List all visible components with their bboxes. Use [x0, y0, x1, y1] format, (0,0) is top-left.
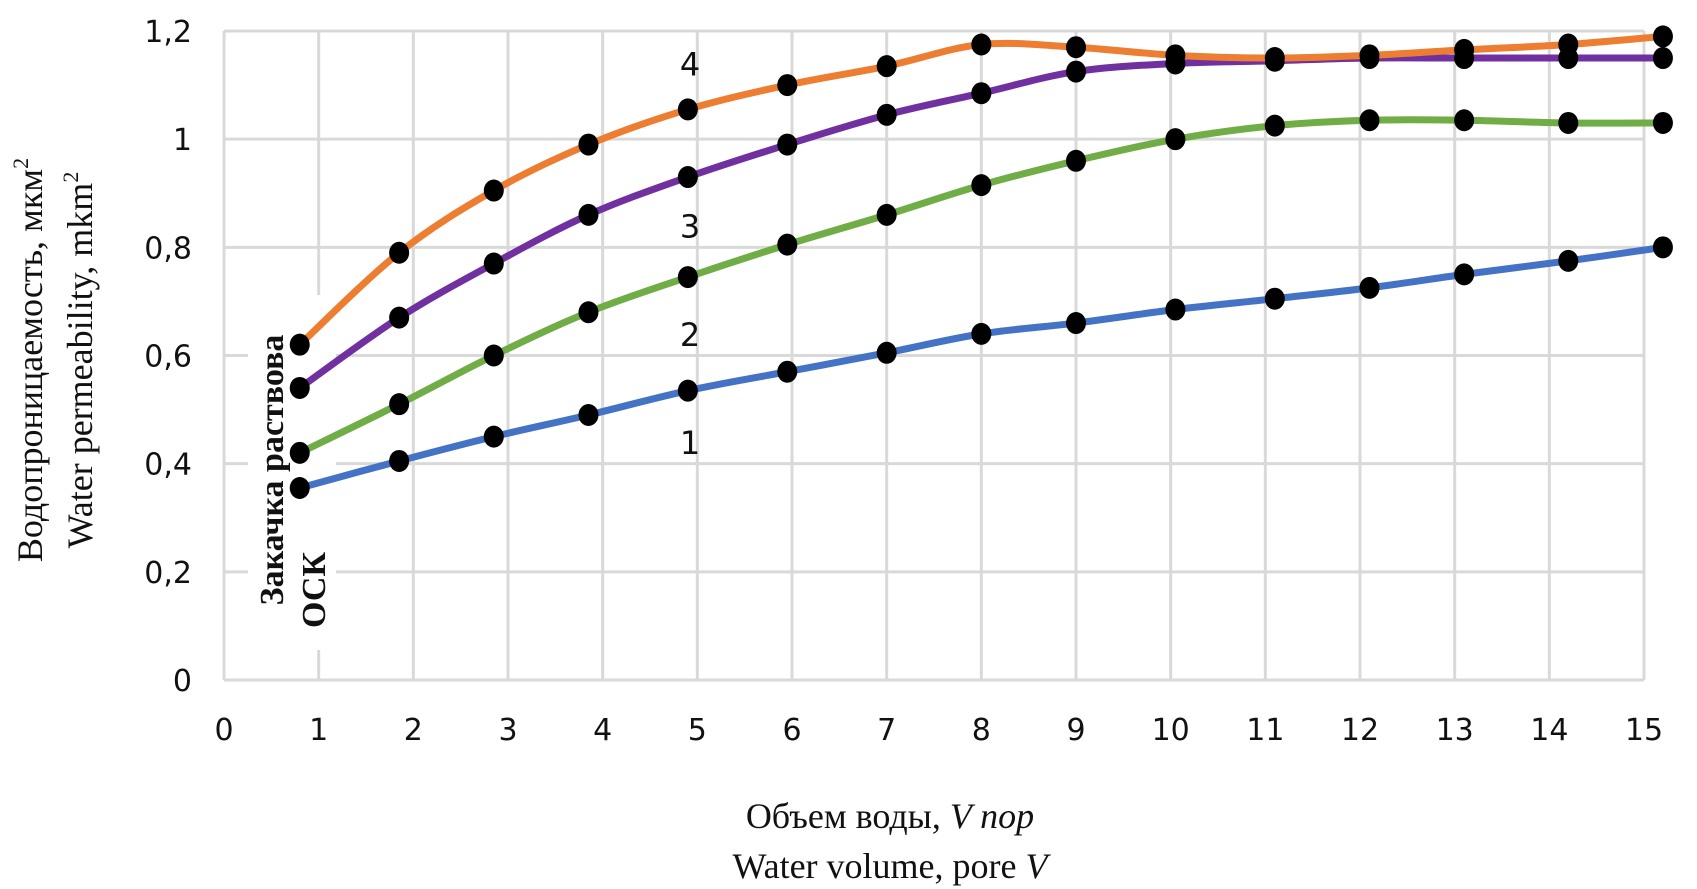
- annotation: Закачка раствова ОСК: [254, 335, 333, 628]
- x-tick-label: 11: [1246, 713, 1284, 748]
- x-tick-label: 10: [1152, 713, 1190, 748]
- data-point: [389, 393, 410, 416]
- data-point: [777, 233, 798, 256]
- data-point: [876, 55, 897, 78]
- data-point: [677, 98, 698, 121]
- data-point: [1165, 128, 1186, 151]
- x-axis-title-ru: Объем воды, V пор: [746, 796, 1034, 836]
- y-tick-label: 1,2: [144, 15, 192, 50]
- data-point: [1165, 44, 1186, 67]
- data-point: [1066, 36, 1086, 59]
- data-point: [971, 174, 992, 197]
- data-point: [1652, 25, 1673, 48]
- data-point: [1652, 236, 1673, 259]
- data-point: [578, 403, 599, 426]
- data-point: [578, 133, 599, 156]
- x-tick-label: 13: [1436, 713, 1474, 748]
- x-tick-label: 8: [972, 713, 991, 748]
- annotation-line-1: Закачка раствова: [254, 335, 291, 606]
- data-point: [1359, 109, 1380, 132]
- grid: [222, 29, 1646, 682]
- x-tick-label: 1: [309, 713, 328, 748]
- data-point: [483, 344, 504, 367]
- data-point: [1558, 33, 1579, 56]
- x-tick-label: 6: [782, 713, 801, 748]
- data-point: [1558, 111, 1579, 134]
- x-tick-label: 5: [688, 713, 707, 748]
- data-point: [289, 441, 310, 464]
- y-axis-title-en: Water permeability, mkm2: [58, 172, 100, 549]
- data-point: [1066, 312, 1086, 335]
- y-tick-label: 0: [173, 664, 192, 699]
- data-point: [389, 306, 410, 329]
- data-point: [1652, 111, 1673, 134]
- curve-label-2: 2: [680, 316, 700, 354]
- x-axis-title-en: Water volume, pore V: [733, 846, 1052, 886]
- data-point: [1558, 249, 1579, 272]
- data-point: [1454, 263, 1475, 286]
- x-tick-label: 4: [593, 713, 612, 748]
- curve-label-4: 4: [680, 45, 700, 83]
- annotation-line-2: ОСК: [296, 552, 333, 628]
- data-point: [777, 133, 798, 156]
- data-point: [677, 266, 698, 289]
- data-point: [876, 341, 897, 364]
- data-point: [971, 82, 992, 105]
- data-point: [677, 166, 698, 189]
- y-axis-title: Водопроницаемость, мкм2 Water permeabili…: [8, 158, 100, 562]
- y-tick-label: 0,2: [144, 556, 192, 591]
- data-point: [777, 360, 798, 383]
- data-point: [777, 74, 798, 97]
- data-point: [389, 449, 410, 472]
- data-point: [289, 333, 310, 356]
- y-tick-label: 0,4: [144, 448, 192, 483]
- data-point: [876, 203, 897, 226]
- data-point: [578, 203, 599, 226]
- x-tick-label: 15: [1625, 713, 1663, 748]
- x-tick-label: 7: [877, 713, 896, 748]
- series: [289, 25, 1673, 500]
- y-axis-title-ru: Водопроницаемость, мкм2: [8, 158, 50, 562]
- y-tick-label: 1: [173, 123, 192, 158]
- data-point: [971, 33, 992, 56]
- x-tick-label: 2: [404, 713, 423, 748]
- data-point: [1359, 276, 1380, 299]
- x-tick-label: 14: [1530, 713, 1568, 748]
- data-point: [1165, 298, 1186, 321]
- data-point: [289, 376, 310, 399]
- data-point: [876, 103, 897, 126]
- data-point: [289, 477, 310, 500]
- data-point: [1264, 287, 1285, 310]
- data-point: [677, 379, 698, 402]
- series-line-3: [296, 54, 1667, 392]
- data-point: [1454, 109, 1475, 132]
- y-tick-label: 0,6: [144, 340, 192, 375]
- data-point: [1652, 47, 1673, 70]
- data-point: [1066, 149, 1086, 172]
- x-tick-label: 0: [214, 713, 233, 748]
- data-point: [971, 322, 992, 345]
- data-point: [1264, 47, 1285, 70]
- data-point: [1454, 38, 1475, 61]
- x-tick-label: 12: [1341, 713, 1379, 748]
- series-line-4: [296, 32, 1667, 349]
- curve-labels: 1 2 3 4: [680, 45, 700, 462]
- data-point: [483, 425, 504, 448]
- curve-label-1: 1: [680, 424, 700, 462]
- annotation-background: [248, 295, 336, 650]
- data-point: [389, 241, 410, 264]
- data-point: [483, 179, 504, 202]
- data-point: [578, 301, 599, 324]
- x-tick-label: 3: [498, 713, 517, 748]
- data-point: [1264, 114, 1285, 137]
- curve-label-3: 3: [680, 208, 700, 246]
- data-point: [1359, 44, 1380, 67]
- x-tick-label: 9: [1066, 713, 1085, 748]
- data-point: [483, 252, 504, 275]
- data-point: [1066, 60, 1086, 83]
- y-tick-label: 0,8: [144, 231, 192, 266]
